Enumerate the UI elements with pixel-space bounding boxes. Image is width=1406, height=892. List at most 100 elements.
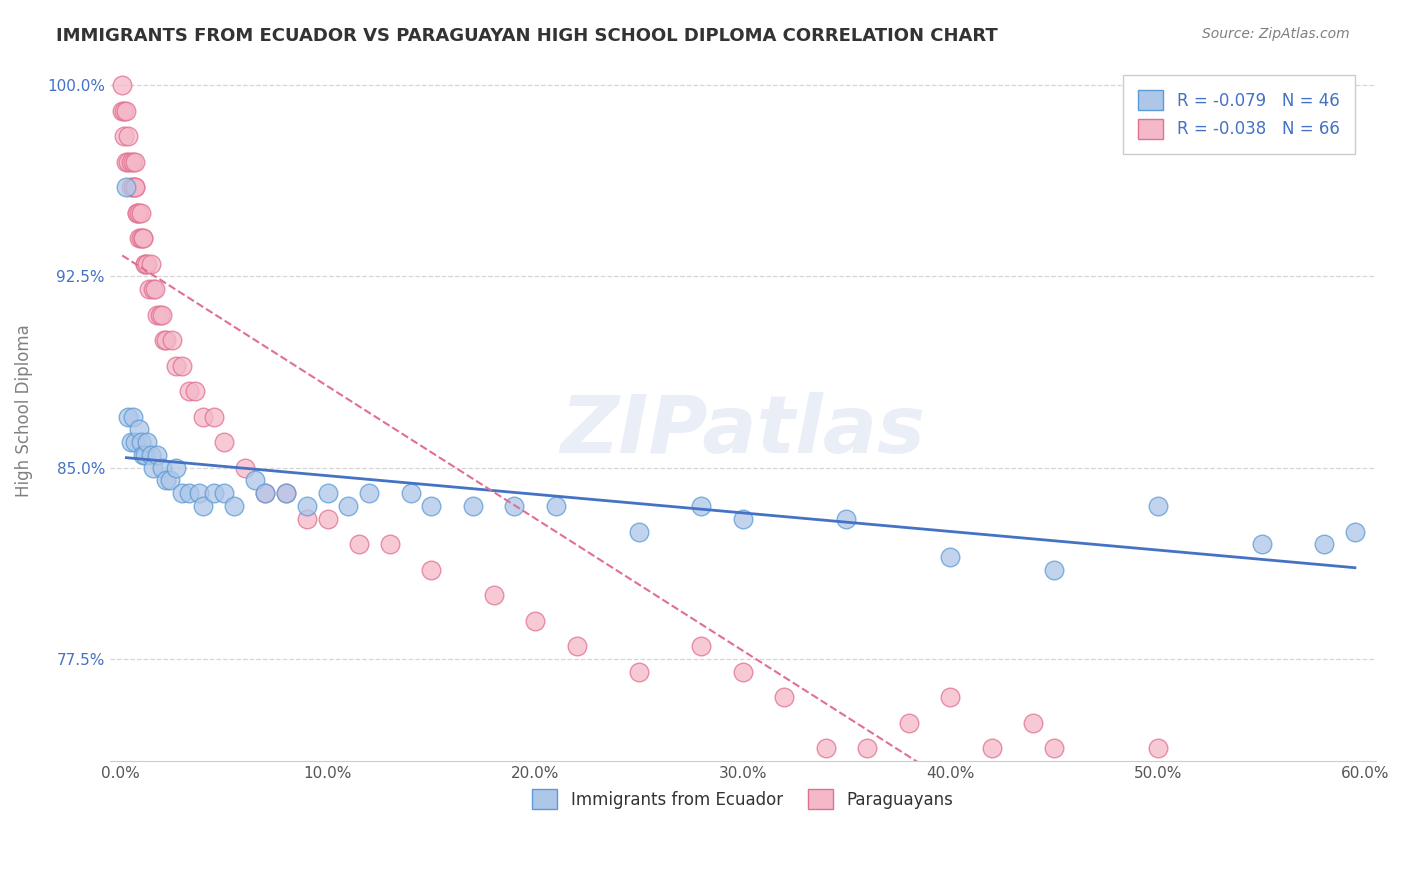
Point [112, 129, 135, 144]
Point [146, 308, 169, 322]
Point [142, 460, 165, 475]
Point [243, 474, 266, 488]
Point [160, 333, 183, 347]
Point [939, 549, 962, 564]
Point [773, 690, 796, 705]
Point [150, 460, 173, 475]
Point [295, 512, 318, 526]
Point [1043, 741, 1066, 756]
Point [111, 103, 134, 118]
Point [136, 435, 159, 450]
Point [129, 435, 152, 450]
Point [1250, 537, 1272, 551]
Point [172, 486, 194, 500]
Point [1146, 499, 1168, 513]
Point [165, 359, 187, 373]
Point [254, 486, 277, 500]
Point [337, 499, 360, 513]
Point [124, 180, 146, 194]
Point [132, 448, 155, 462]
Point [420, 563, 443, 577]
Point [188, 486, 211, 500]
Point [939, 690, 962, 705]
Point [316, 512, 339, 526]
Point [112, 103, 135, 118]
Point [276, 486, 298, 500]
Point [121, 409, 143, 424]
Point [690, 640, 713, 654]
Point [254, 486, 277, 500]
Point [138, 282, 160, 296]
Point [125, 205, 148, 219]
Point [202, 486, 225, 500]
Point [124, 154, 146, 169]
Legend: Immigrants from Ecuador, Paraguayans: Immigrants from Ecuador, Paraguayans [526, 782, 960, 816]
Text: IMMIGRANTS FROM ECUADOR VS PARAGUAYAN HIGH SCHOOL DIPLOMA CORRELATION CHART: IMMIGRANTS FROM ECUADOR VS PARAGUAYAN HI… [56, 27, 998, 45]
Point [128, 231, 150, 245]
Point [1313, 537, 1336, 551]
Point [134, 257, 156, 271]
Point [111, 78, 134, 92]
Point [835, 512, 858, 526]
Point [117, 129, 139, 144]
Point [276, 486, 298, 500]
Point [146, 448, 169, 462]
Point [134, 257, 156, 271]
Point [120, 154, 142, 169]
Point [347, 537, 370, 551]
Y-axis label: High School Diploma: High School Diploma [15, 324, 32, 497]
Point [125, 205, 148, 219]
Point [503, 499, 526, 513]
Point [731, 512, 754, 526]
Text: ZIPatlas: ZIPatlas [560, 392, 925, 470]
Point [1146, 741, 1168, 756]
Point [184, 384, 207, 399]
Point [120, 435, 142, 450]
Point [627, 524, 650, 539]
Point [856, 741, 879, 756]
Point [233, 460, 256, 475]
Point [150, 308, 173, 322]
Point [224, 499, 246, 513]
Point [159, 474, 181, 488]
Point [627, 665, 650, 679]
Point [897, 715, 920, 730]
Point [420, 499, 443, 513]
Text: Source: ZipAtlas.com: Source: ZipAtlas.com [1202, 27, 1350, 41]
Point [136, 257, 159, 271]
Point [1022, 715, 1045, 730]
Point [177, 486, 200, 500]
Point [482, 588, 505, 602]
Point [117, 409, 139, 424]
Point [121, 180, 143, 194]
Point [172, 359, 194, 373]
Point [129, 231, 152, 245]
Point [155, 333, 177, 347]
Point [524, 614, 547, 628]
Point [145, 282, 167, 296]
Point [295, 499, 318, 513]
Point [202, 409, 225, 424]
Point [359, 486, 381, 500]
Point [814, 741, 837, 756]
Point [115, 180, 138, 194]
Point [121, 154, 143, 169]
Point [128, 422, 150, 436]
Point [1043, 563, 1066, 577]
Point [141, 257, 163, 271]
Point [212, 486, 235, 500]
Point [142, 282, 165, 296]
Point [132, 231, 155, 245]
Point [177, 384, 200, 399]
Point [461, 499, 484, 513]
Point [134, 448, 156, 462]
Point [399, 486, 422, 500]
Point [690, 499, 713, 513]
Point [115, 154, 138, 169]
Point [152, 333, 174, 347]
Point [124, 180, 146, 194]
Point [120, 180, 142, 194]
Point [128, 205, 150, 219]
Point [115, 103, 138, 118]
Point [191, 409, 214, 424]
